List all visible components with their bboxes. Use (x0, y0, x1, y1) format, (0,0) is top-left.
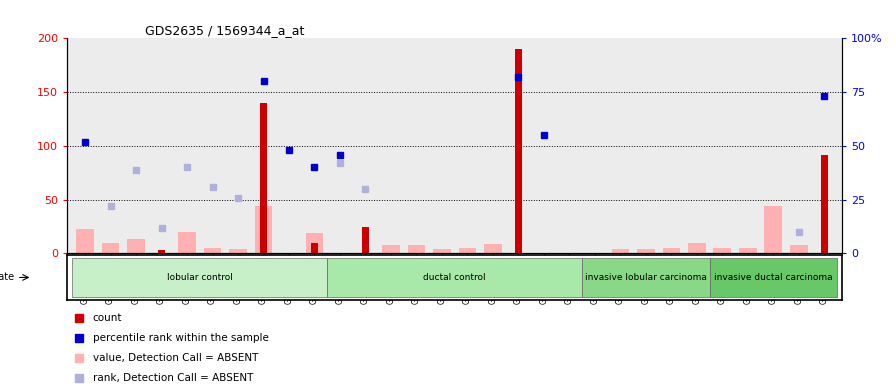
Text: ductal control: ductal control (424, 273, 486, 282)
Bar (73, 258, 327, 297)
Bar (739, 248, 757, 253)
Bar (254, 206, 272, 253)
Text: invasive ductal carcinoma: invasive ductal carcinoma (714, 273, 832, 282)
Text: rank, Detection Call = ABSENT: rank, Detection Call = ABSENT (93, 373, 254, 383)
Text: count: count (93, 313, 122, 323)
Bar (710, 258, 837, 297)
Text: percentile rank within the sample: percentile rank within the sample (93, 333, 269, 343)
Bar (662, 248, 680, 253)
Bar (637, 249, 655, 253)
Text: disease state: disease state (0, 272, 13, 283)
Text: GDS2635 / 1569344_a_at: GDS2635 / 1569344_a_at (145, 24, 304, 37)
Text: lobular control: lobular control (167, 273, 233, 282)
Bar (790, 245, 808, 253)
Bar (408, 245, 426, 253)
Bar (459, 248, 477, 253)
Bar (433, 249, 451, 253)
Bar (306, 233, 323, 253)
Text: invasive lobular carcinoma: invasive lobular carcinoma (585, 273, 707, 282)
Bar (688, 243, 706, 253)
Bar (311, 243, 318, 253)
Text: value, Detection Call = ABSENT: value, Detection Call = ABSENT (93, 353, 258, 363)
Bar (713, 248, 731, 253)
Bar (76, 229, 94, 253)
Bar (582, 258, 710, 297)
Bar (382, 245, 400, 253)
Bar (101, 243, 119, 253)
Bar (203, 248, 221, 253)
Bar (515, 49, 521, 253)
Bar (159, 250, 165, 253)
Bar (261, 103, 267, 253)
Bar (764, 206, 782, 253)
Bar (362, 227, 368, 253)
Bar (822, 154, 828, 253)
Bar (327, 258, 582, 297)
Bar (611, 249, 629, 253)
Bar (127, 240, 145, 253)
Bar (178, 232, 196, 253)
Bar (229, 249, 247, 253)
Bar (484, 244, 502, 253)
